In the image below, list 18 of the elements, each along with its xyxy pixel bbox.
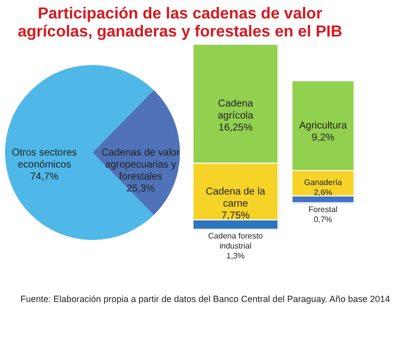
series-label: Ganadería xyxy=(304,178,342,188)
series-label: Cadena de la carne xyxy=(206,186,266,210)
data-label: 74,7% xyxy=(30,172,59,182)
data-label: 25,3% xyxy=(126,184,155,194)
source-note: Fuente: Elaboración propia a partir de datos del Banco Central del Paraguay. Año base 2014 xyxy=(20,294,390,304)
series-label: Cadena agrícola xyxy=(218,98,254,122)
slice-label: Cadenas de valor agropecuarias y forestales xyxy=(101,148,180,182)
chart-title: Participación de las cadenas de valor agrícolas, ganaderas y forestales en el PIB xyxy=(18,5,342,40)
series-label: Agricultura xyxy=(299,120,348,132)
data-label: 1,3% xyxy=(226,251,245,260)
data-label: 9,2% xyxy=(312,132,335,144)
data-label: 2,6% xyxy=(314,188,332,198)
series-label: Cadena foresto industrial xyxy=(208,231,264,250)
slice-label: Otros sectores económicos xyxy=(12,148,77,170)
data-label: 16,25% xyxy=(218,122,253,134)
data-label: 0,7% xyxy=(314,214,332,224)
data-label: 7,75% xyxy=(221,210,250,222)
series-label: Forestal xyxy=(308,204,338,214)
